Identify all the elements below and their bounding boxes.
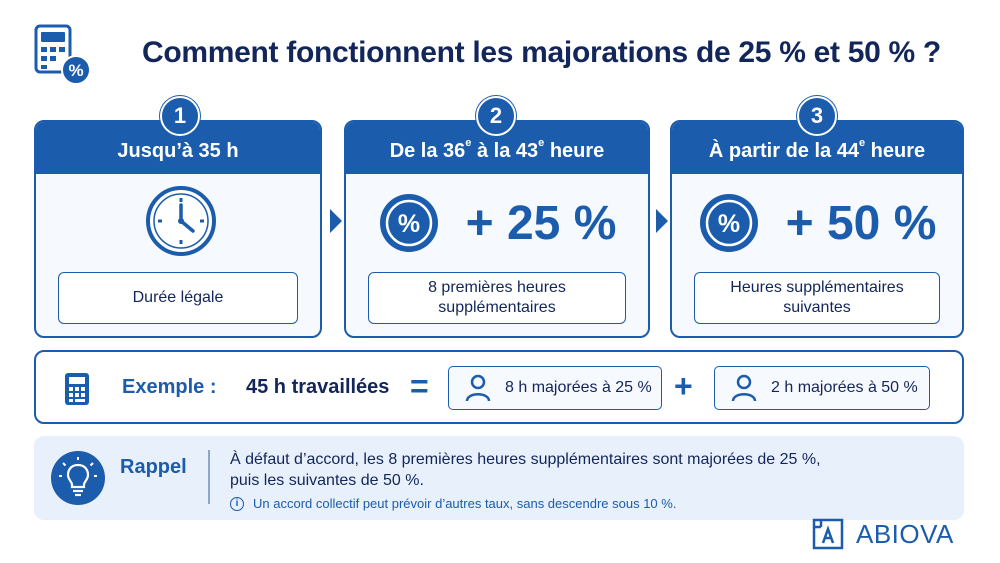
- reminder-panel: Rappel À défaut d’accord, les 8 première…: [34, 436, 964, 520]
- arrow-right-icon: [330, 209, 342, 233]
- rate-value: + 25 %: [465, 196, 617, 250]
- page-title: Comment fonctionnent les majorations de …: [142, 36, 941, 69]
- example-part-text: 2 h majorées à 50 %: [771, 379, 918, 396]
- card-label: 8 premières heures supplémentaires: [368, 272, 626, 324]
- card-label: Durée légale: [58, 272, 298, 324]
- reminder-text: À défaut d’accord, les 8 premières heure…: [230, 451, 821, 489]
- example-label: Exemple :: [122, 376, 217, 398]
- clock-icon: [146, 186, 216, 256]
- rate-row: % + 50 %: [672, 192, 962, 254]
- step-number-1: 1: [160, 96, 200, 136]
- example-hours: 45 h travaillées: [246, 376, 390, 398]
- example-part-text: 8 h majorées à 25 %: [505, 379, 652, 396]
- reminder-label: Rappel: [120, 456, 187, 478]
- step-number-3: 3: [797, 96, 837, 136]
- example-panel: Exemple : 45 h travaillées = 8 h majorée…: [34, 350, 964, 424]
- step-card-25: De la 36e à la 43e heure % + 25 % 8 prem…: [344, 120, 650, 338]
- example-part-25: 8 h majorées à 25 %: [448, 366, 662, 410]
- arrow-right-icon: [656, 209, 668, 233]
- person-icon: [465, 374, 491, 402]
- step-card-legal: Jusqu’à 35 h Durée légale: [34, 120, 322, 338]
- percent-badge-icon: %: [379, 194, 438, 252]
- step-card-50: À partir de la 44e heure % + 50 % Heures…: [670, 120, 964, 338]
- rate-value: + 50 %: [785, 196, 937, 250]
- abiova-logo-icon: [812, 518, 844, 550]
- brand-logo: ABIOVA: [812, 518, 992, 550]
- step-number-2: 2: [476, 96, 516, 136]
- svg-text:%: %: [717, 210, 739, 238]
- percent-badge-icon: %: [699, 194, 758, 252]
- card-label: Heures supplémentaires suivantes: [694, 272, 940, 324]
- brand-name: ABIOVA: [856, 518, 954, 549]
- plus-sign: +: [674, 368, 693, 404]
- person-icon: [731, 374, 757, 402]
- calculator-percent-icon: %: [34, 24, 91, 85]
- example-part-50: 2 h majorées à 50 %: [714, 366, 930, 410]
- rate-row: % + 25 %: [346, 192, 648, 254]
- svg-text:%: %: [397, 210, 419, 238]
- svg-text:%: %: [68, 61, 83, 80]
- divider: [208, 450, 210, 504]
- reminder-note: i Un accord collectif peut prévoir d’aut…: [230, 496, 676, 511]
- calculator-icon: [65, 373, 89, 405]
- info-icon: i: [230, 496, 244, 511]
- lightbulb-icon: [51, 451, 105, 505]
- header: % Comment fonctionnent les majorations d…: [30, 18, 970, 88]
- equals-sign: =: [410, 368, 429, 404]
